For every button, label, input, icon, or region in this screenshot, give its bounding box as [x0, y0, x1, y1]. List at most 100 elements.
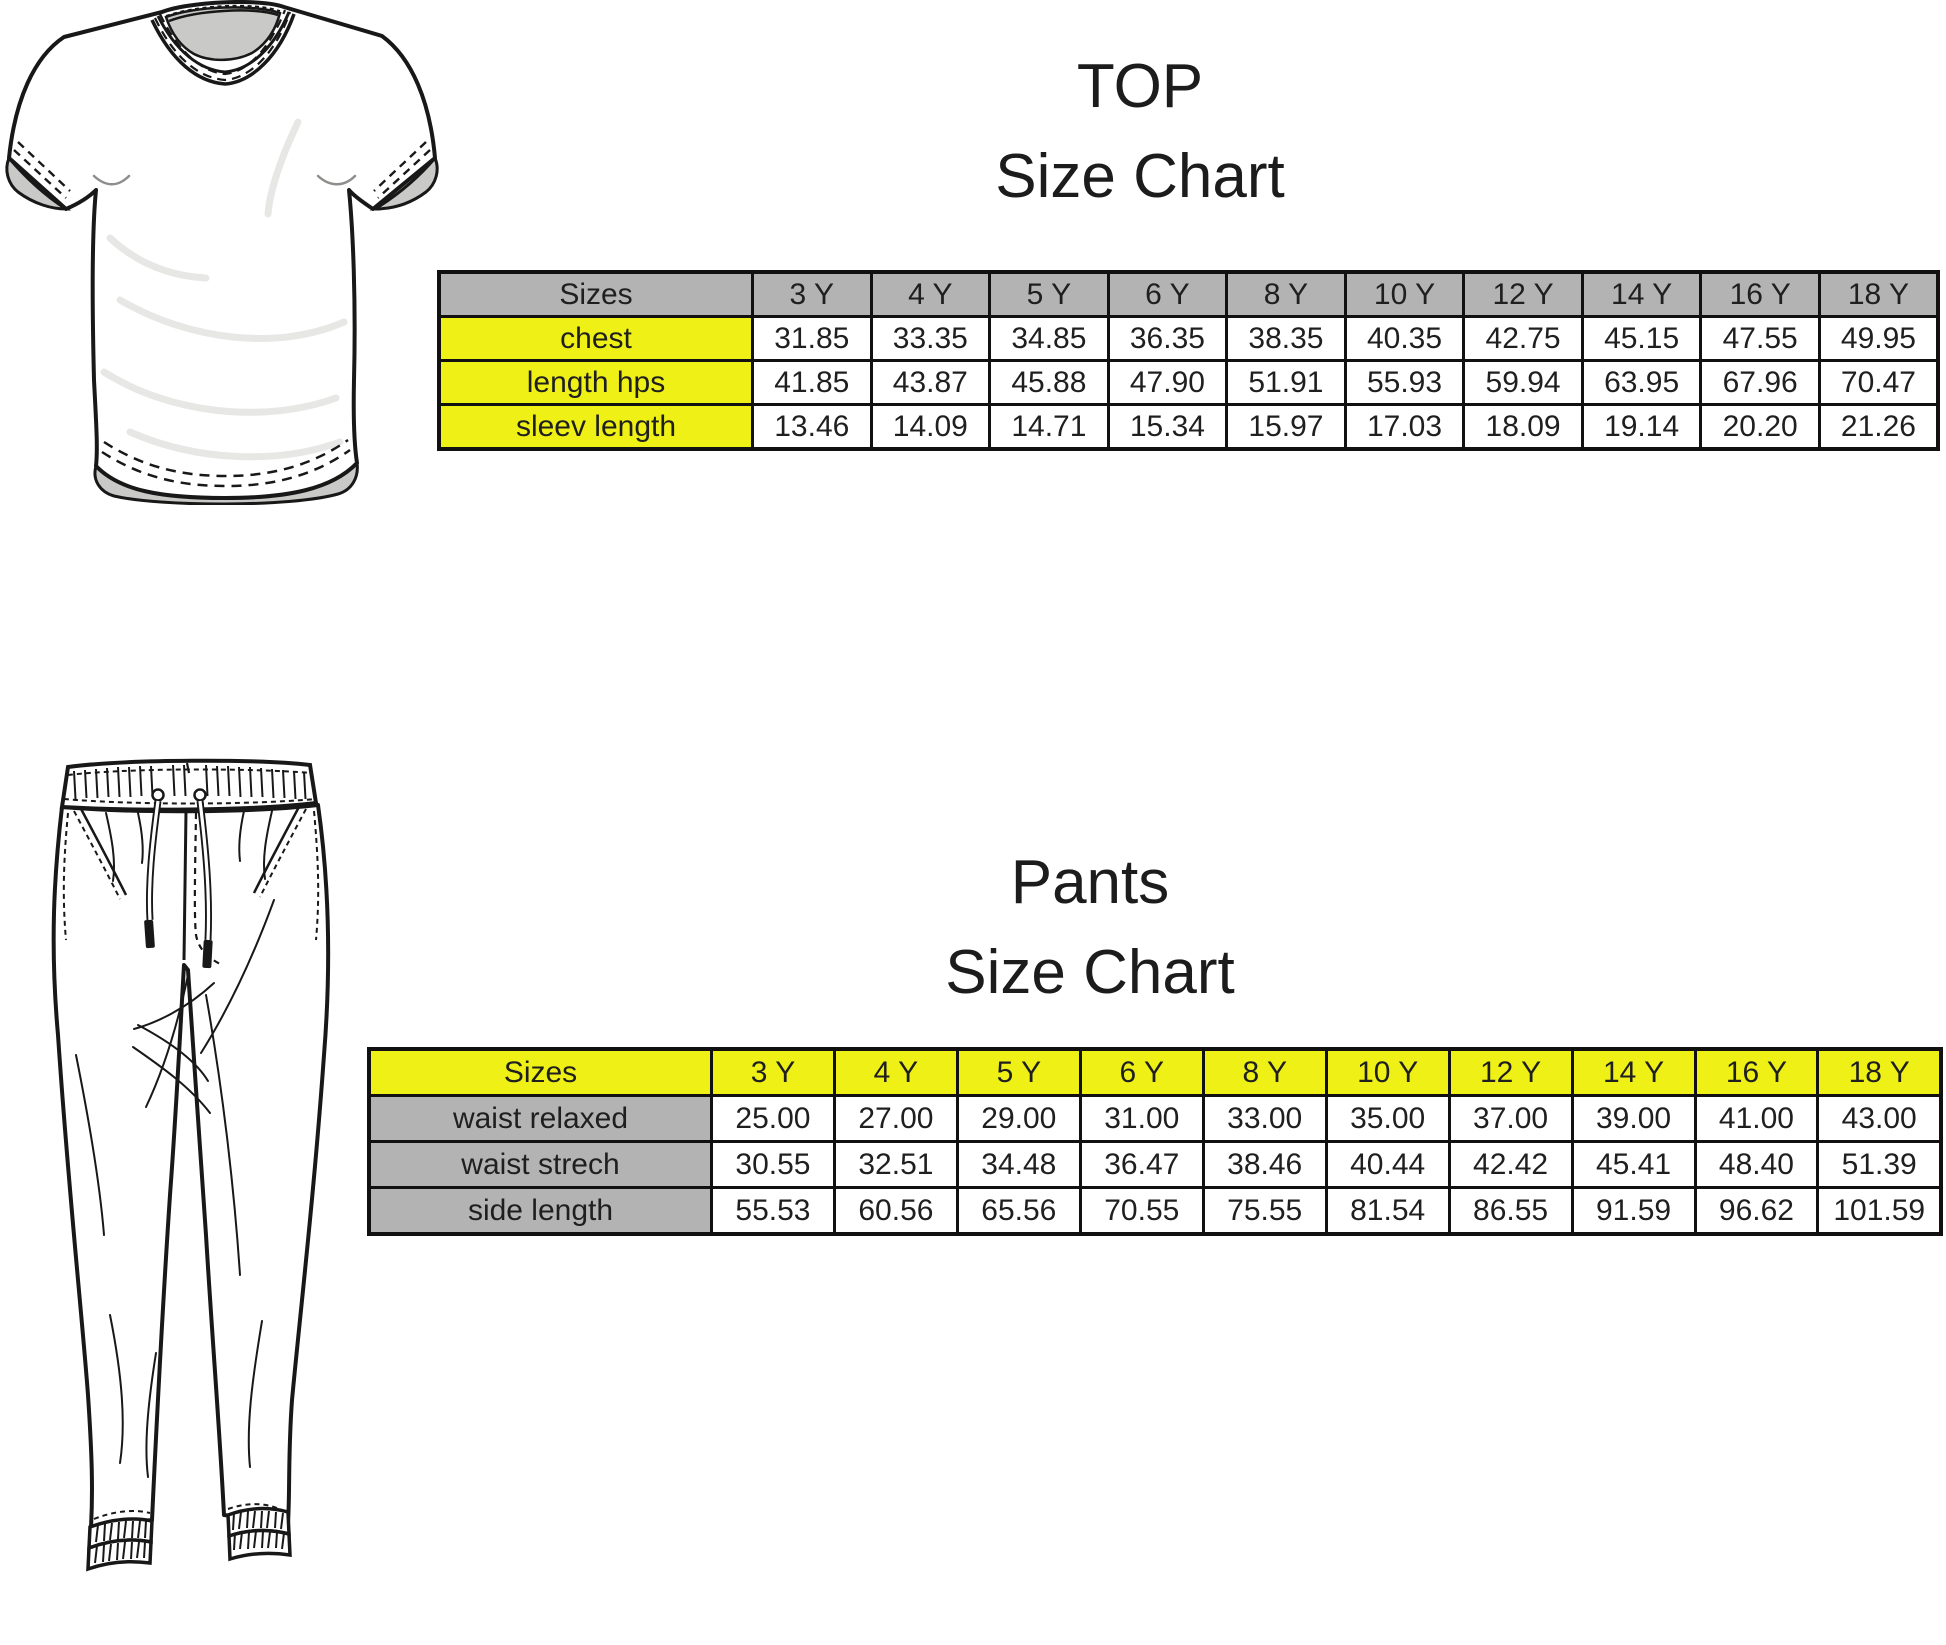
value-cell: 17.03 — [1343, 403, 1466, 451]
value-cell: 55.53 — [710, 1186, 836, 1236]
value-cell: 31.85 — [751, 315, 873, 362]
left-eyelet — [151, 788, 165, 802]
value-cell: 34.85 — [988, 315, 1110, 362]
pants-wrinkles — [75, 810, 275, 1478]
value-cell: 70.47 — [1817, 359, 1940, 406]
fly-center-line — [182, 810, 188, 961]
value-cell: 55.93 — [1343, 359, 1466, 406]
size-column-header: 4 Y — [832, 1047, 959, 1097]
row-label: side length — [367, 1186, 713, 1236]
pants-title-line2: Size Chart — [945, 938, 1235, 1007]
top-title-line2: Size Chart — [995, 142, 1285, 211]
value-cell: 21.26 — [1817, 403, 1940, 451]
value-cell: 35.00 — [1324, 1094, 1451, 1143]
value-cell: 43.00 — [1816, 1094, 1943, 1143]
table-row: chest 31.85 33.35 34.85 36.35 38.35 40.35 42.75… — [437, 315, 1940, 362]
size-column-header: 10 Y — [1324, 1047, 1451, 1097]
value-cell: 45.88 — [988, 359, 1110, 406]
value-cell: 36.47 — [1078, 1140, 1205, 1189]
ankle-cuffs — [86, 1503, 292, 1572]
value-cell: 70.55 — [1078, 1186, 1205, 1236]
tshirt-collar — [150, 4, 296, 86]
value-cell: 29.00 — [955, 1094, 1082, 1143]
value-cell: 51.91 — [1225, 359, 1347, 406]
sizes-header: Sizes — [437, 270, 754, 318]
pocket-lines — [62, 804, 320, 941]
value-cell: 39.00 — [1570, 1094, 1697, 1143]
value-cell: 36.35 — [1106, 315, 1229, 362]
value-cell: 31.00 — [1078, 1094, 1205, 1143]
row-label: waist relaxed — [367, 1094, 713, 1143]
value-cell: 91.59 — [1570, 1186, 1697, 1236]
value-cell: 30.55 — [710, 1140, 836, 1189]
table-row: waist strech 30.55 32.51 34.48 36.47 38.46 40.… — [367, 1140, 1943, 1189]
waistband — [59, 758, 319, 812]
value-cell: 45.41 — [1570, 1140, 1697, 1189]
drawstrings — [144, 800, 213, 969]
size-column-header: 18 Y — [1816, 1047, 1943, 1097]
size-column-header: 4 Y — [869, 270, 992, 318]
size-column-header: 3 Y — [751, 270, 873, 318]
size-column-header: 10 Y — [1343, 270, 1466, 318]
value-cell: 96.62 — [1693, 1186, 1820, 1236]
value-cell: 42.42 — [1447, 1140, 1574, 1189]
value-cell: 48.40 — [1693, 1140, 1820, 1189]
value-cell: 60.56 — [832, 1186, 959, 1236]
value-cell: 43.87 — [869, 359, 992, 406]
table-row: length hps 41.85 43.87 45.88 47.90 51.91 55.93… — [437, 359, 1940, 406]
pants-title-line1: Pants — [1010, 848, 1170, 917]
size-column-header: 18 Y — [1817, 270, 1940, 318]
size-column-header: 6 Y — [1106, 270, 1229, 318]
tshirt-wrinkles — [100, 118, 348, 461]
pants-body — [51, 803, 331, 1529]
row-label: chest — [437, 315, 754, 362]
value-cell: 41.00 — [1693, 1094, 1820, 1143]
value-cell: 101.59 — [1816, 1186, 1943, 1236]
right-eyelet — [193, 788, 207, 802]
size-column-header: 8 Y — [1201, 1047, 1328, 1097]
value-cell: 18.09 — [1462, 403, 1584, 451]
value-cell: 40.35 — [1343, 315, 1466, 362]
value-cell: 49.95 — [1817, 315, 1940, 362]
value-cell: 27.00 — [832, 1094, 959, 1143]
value-cell: 51.39 — [1816, 1140, 1943, 1189]
table-row: sleev length 13.46 14.09 14.71 15.34 15.97 17.… — [437, 403, 1940, 451]
value-cell: 20.20 — [1699, 403, 1821, 451]
value-cell: 40.44 — [1324, 1140, 1451, 1189]
value-cell: 63.95 — [1580, 359, 1703, 406]
value-cell: 19.14 — [1580, 403, 1703, 451]
value-cell: 41.85 — [751, 359, 873, 406]
value-cell: 34.48 — [955, 1140, 1082, 1189]
top-title-line1: TOP — [1076, 52, 1204, 121]
top-section-title: TOP Size Chart — [740, 42, 1540, 222]
value-cell: 15.34 — [1106, 403, 1229, 451]
armpit-folds — [92, 174, 357, 186]
table-row: waist relaxed 25.00 27.00 29.00 31.00 33.00 35… — [367, 1094, 1943, 1143]
row-label: length hps — [437, 359, 754, 406]
size-column-header: 16 Y — [1699, 270, 1821, 318]
value-cell: 33.35 — [869, 315, 992, 362]
size-column-header: 14 Y — [1580, 270, 1703, 318]
right-aglet — [202, 939, 213, 969]
value-cell: 14.71 — [988, 403, 1110, 451]
pants-illustration — [51, 758, 331, 1572]
size-column-header: 14 Y — [1570, 1047, 1697, 1097]
value-cell: 47.55 — [1699, 315, 1821, 362]
value-cell: 86.55 — [1447, 1186, 1574, 1236]
value-cell: 15.97 — [1225, 403, 1347, 451]
value-cell: 13.46 — [751, 403, 873, 451]
value-cell: 33.00 — [1201, 1094, 1328, 1143]
value-cell: 47.90 — [1106, 359, 1229, 406]
size-column-header: 6 Y — [1078, 1047, 1205, 1097]
value-cell: 37.00 — [1447, 1094, 1574, 1143]
tshirt-body — [5, 0, 439, 505]
size-column-header: 12 Y — [1462, 270, 1584, 318]
row-label: waist strech — [367, 1140, 713, 1189]
value-cell: 38.35 — [1225, 315, 1347, 362]
value-cell: 65.56 — [955, 1186, 1082, 1236]
value-cell: 75.55 — [1201, 1186, 1328, 1236]
size-column-header: 16 Y — [1693, 1047, 1820, 1097]
size-column-header: 5 Y — [955, 1047, 1082, 1097]
tshirt-illustration — [5, 0, 439, 505]
